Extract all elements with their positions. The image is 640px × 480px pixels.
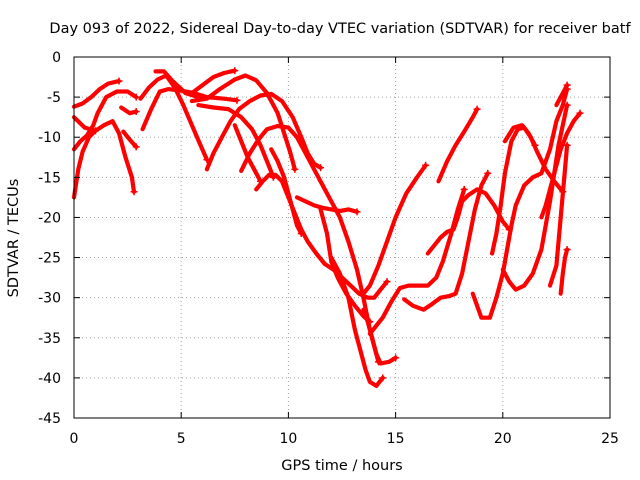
plus-marker bbox=[132, 108, 140, 116]
x-tick-label: 5 bbox=[177, 431, 186, 447]
series-track-2 bbox=[71, 89, 139, 152]
plus-marker bbox=[297, 229, 305, 237]
series-track-20 bbox=[329, 255, 385, 388]
tick-layer: 0 5 10 15 20 25 0 -5 -10 -15 -20 -25 -30 -35 -40 -45 bbox=[38, 50, 619, 447]
grid-layer bbox=[74, 57, 610, 418]
plus-marker bbox=[115, 77, 123, 85]
plus-marker bbox=[353, 208, 361, 216]
series-track-4 bbox=[71, 115, 98, 133]
series-track-34 bbox=[554, 83, 570, 108]
series-track-13 bbox=[204, 91, 323, 172]
x-tick-label: 0 bbox=[70, 431, 79, 447]
plus-marker bbox=[233, 96, 241, 104]
plus-marker bbox=[473, 105, 481, 113]
x-tick-label: 20 bbox=[494, 431, 512, 447]
x-tick-label: 25 bbox=[601, 431, 619, 447]
x-tick-label: 15 bbox=[387, 431, 405, 447]
series-track-11 bbox=[189, 73, 297, 172]
y-tick-label: -15 bbox=[38, 170, 61, 186]
plus-marker bbox=[379, 374, 387, 382]
y-tick-label: -40 bbox=[38, 371, 61, 387]
plus-marker bbox=[392, 354, 400, 362]
plus-marker bbox=[132, 93, 140, 101]
series-track-26 bbox=[436, 107, 480, 184]
series-track-7 bbox=[138, 73, 209, 162]
plus-marker bbox=[563, 246, 571, 254]
series-track-21 bbox=[361, 307, 398, 366]
series-track-1 bbox=[71, 79, 122, 109]
plus-marker bbox=[576, 109, 584, 117]
series-track-10 bbox=[189, 68, 237, 96]
series-track-3 bbox=[71, 119, 137, 200]
y-axis-label: SDTVAR / TECUs bbox=[6, 179, 22, 298]
series-track-33 bbox=[558, 247, 570, 296]
plus-marker bbox=[132, 143, 140, 151]
plus-marker bbox=[317, 164, 325, 172]
plus-marker bbox=[231, 67, 239, 75]
plus-marker bbox=[460, 185, 468, 193]
series-track-32 bbox=[547, 143, 570, 288]
plus-marker bbox=[422, 161, 430, 169]
series-layer bbox=[71, 67, 584, 388]
y-tick-label: -5 bbox=[47, 90, 61, 106]
series-track-27 bbox=[470, 87, 570, 320]
series-track-18 bbox=[294, 195, 360, 214]
series-track-22 bbox=[361, 163, 428, 296]
series-track-6 bbox=[121, 129, 139, 149]
y-tick-label: -30 bbox=[38, 291, 61, 307]
series-track-28 bbox=[490, 125, 565, 256]
plus-marker bbox=[563, 81, 571, 89]
series-track-9 bbox=[153, 69, 201, 100]
y-tick-label: 0 bbox=[52, 50, 61, 66]
series-track-16 bbox=[254, 172, 390, 300]
plot-frame bbox=[73, 56, 611, 419]
x-tick-label: 10 bbox=[279, 431, 297, 447]
y-tick-label: -35 bbox=[38, 331, 61, 347]
plus-marker bbox=[531, 141, 539, 149]
plus-marker bbox=[291, 165, 299, 173]
plus-marker bbox=[383, 278, 391, 286]
y-tick-label: -25 bbox=[38, 251, 61, 267]
plus-marker bbox=[91, 127, 99, 135]
series-track-23 bbox=[367, 187, 467, 336]
y-tick-label: -10 bbox=[38, 130, 61, 146]
series-track-12 bbox=[196, 103, 276, 180]
series-track-25 bbox=[425, 187, 512, 256]
chart-title: Day 093 of 2022, Sidereal Day-to-day VTE… bbox=[49, 21, 631, 37]
x-axis-label: GPS time / hours bbox=[281, 458, 402, 474]
y-tick-label: -20 bbox=[38, 210, 61, 226]
plus-marker bbox=[130, 188, 138, 196]
series-track-24 bbox=[402, 171, 490, 312]
plus-marker bbox=[484, 169, 492, 177]
series-track-31 bbox=[539, 111, 583, 220]
y-tick-label: -45 bbox=[38, 411, 61, 427]
series-track-17 bbox=[269, 147, 304, 236]
plus-marker bbox=[563, 141, 571, 149]
series-track-29 bbox=[502, 123, 538, 148]
plus-marker bbox=[563, 101, 571, 109]
series-track-15 bbox=[239, 123, 381, 364]
